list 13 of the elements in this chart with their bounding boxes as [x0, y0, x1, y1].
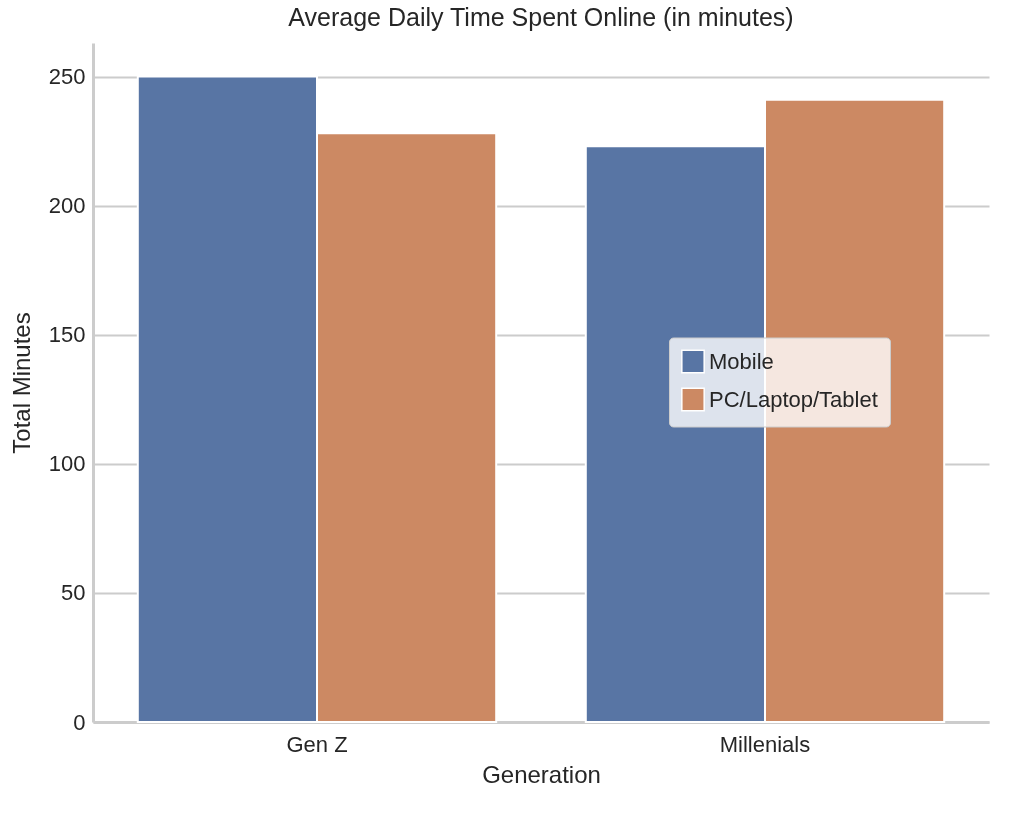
x-axis-title: Generation	[482, 760, 601, 788]
y-tick-label: 50	[61, 580, 86, 606]
legend-label: Mobile	[709, 348, 774, 374]
y-tick-label: 100	[48, 451, 86, 477]
chart-title: Average Daily Time Spent Online (in minutes)	[288, 3, 794, 31]
y-tick-label: 0	[73, 709, 86, 735]
x-tick-label: Millenials	[719, 731, 811, 757]
legend-label: PC/Laptop/Tablet	[709, 386, 878, 412]
y-axis-title: Total Minutes	[7, 312, 35, 454]
y-tick-label: 150	[48, 322, 86, 348]
y-tick-label: 200	[48, 193, 86, 219]
x-tick-label: Gen Z	[286, 731, 348, 757]
y-tick-label: 250	[48, 64, 86, 90]
